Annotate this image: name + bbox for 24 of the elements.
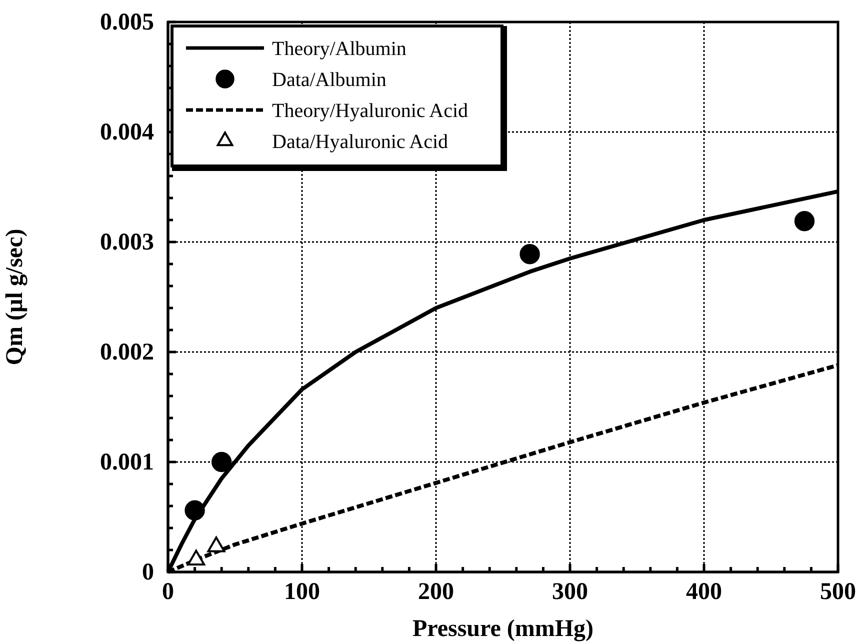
- y-tick-label: 0.002: [100, 340, 154, 366]
- point: [794, 211, 815, 232]
- point: [187, 550, 206, 566]
- x-tick-label: 500: [820, 579, 856, 606]
- y-tick-label: 0.001: [100, 450, 154, 476]
- x-tick-label: 400: [686, 579, 722, 606]
- x-tick-label: 300: [552, 579, 588, 606]
- x-tick-label: 200: [418, 579, 454, 606]
- legend-label: Data/Hyaluronic Acid: [272, 131, 448, 153]
- y-tick-label: 0.005: [100, 10, 154, 36]
- legend-label: Theory/Albumin: [272, 38, 406, 60]
- y-tick-label: 0.003: [100, 230, 154, 256]
- y-tick-label: 0.004: [100, 120, 154, 146]
- y-axis-title: Qm (µl g/sec): [2, 228, 28, 366]
- x-tick-label: 0: [162, 579, 174, 606]
- point: [184, 500, 205, 520]
- y-tick-label: 0: [142, 560, 154, 586]
- legend-label: Theory/Hyaluronic Acid: [272, 100, 468, 122]
- point: [520, 244, 540, 264]
- point: [207, 536, 226, 552]
- legend-label: Data/Albumin: [272, 69, 386, 91]
- point: [212, 452, 232, 472]
- x-tick-label: 100: [284, 579, 320, 606]
- x-axis-title: Pressure (mmHg): [412, 616, 594, 642]
